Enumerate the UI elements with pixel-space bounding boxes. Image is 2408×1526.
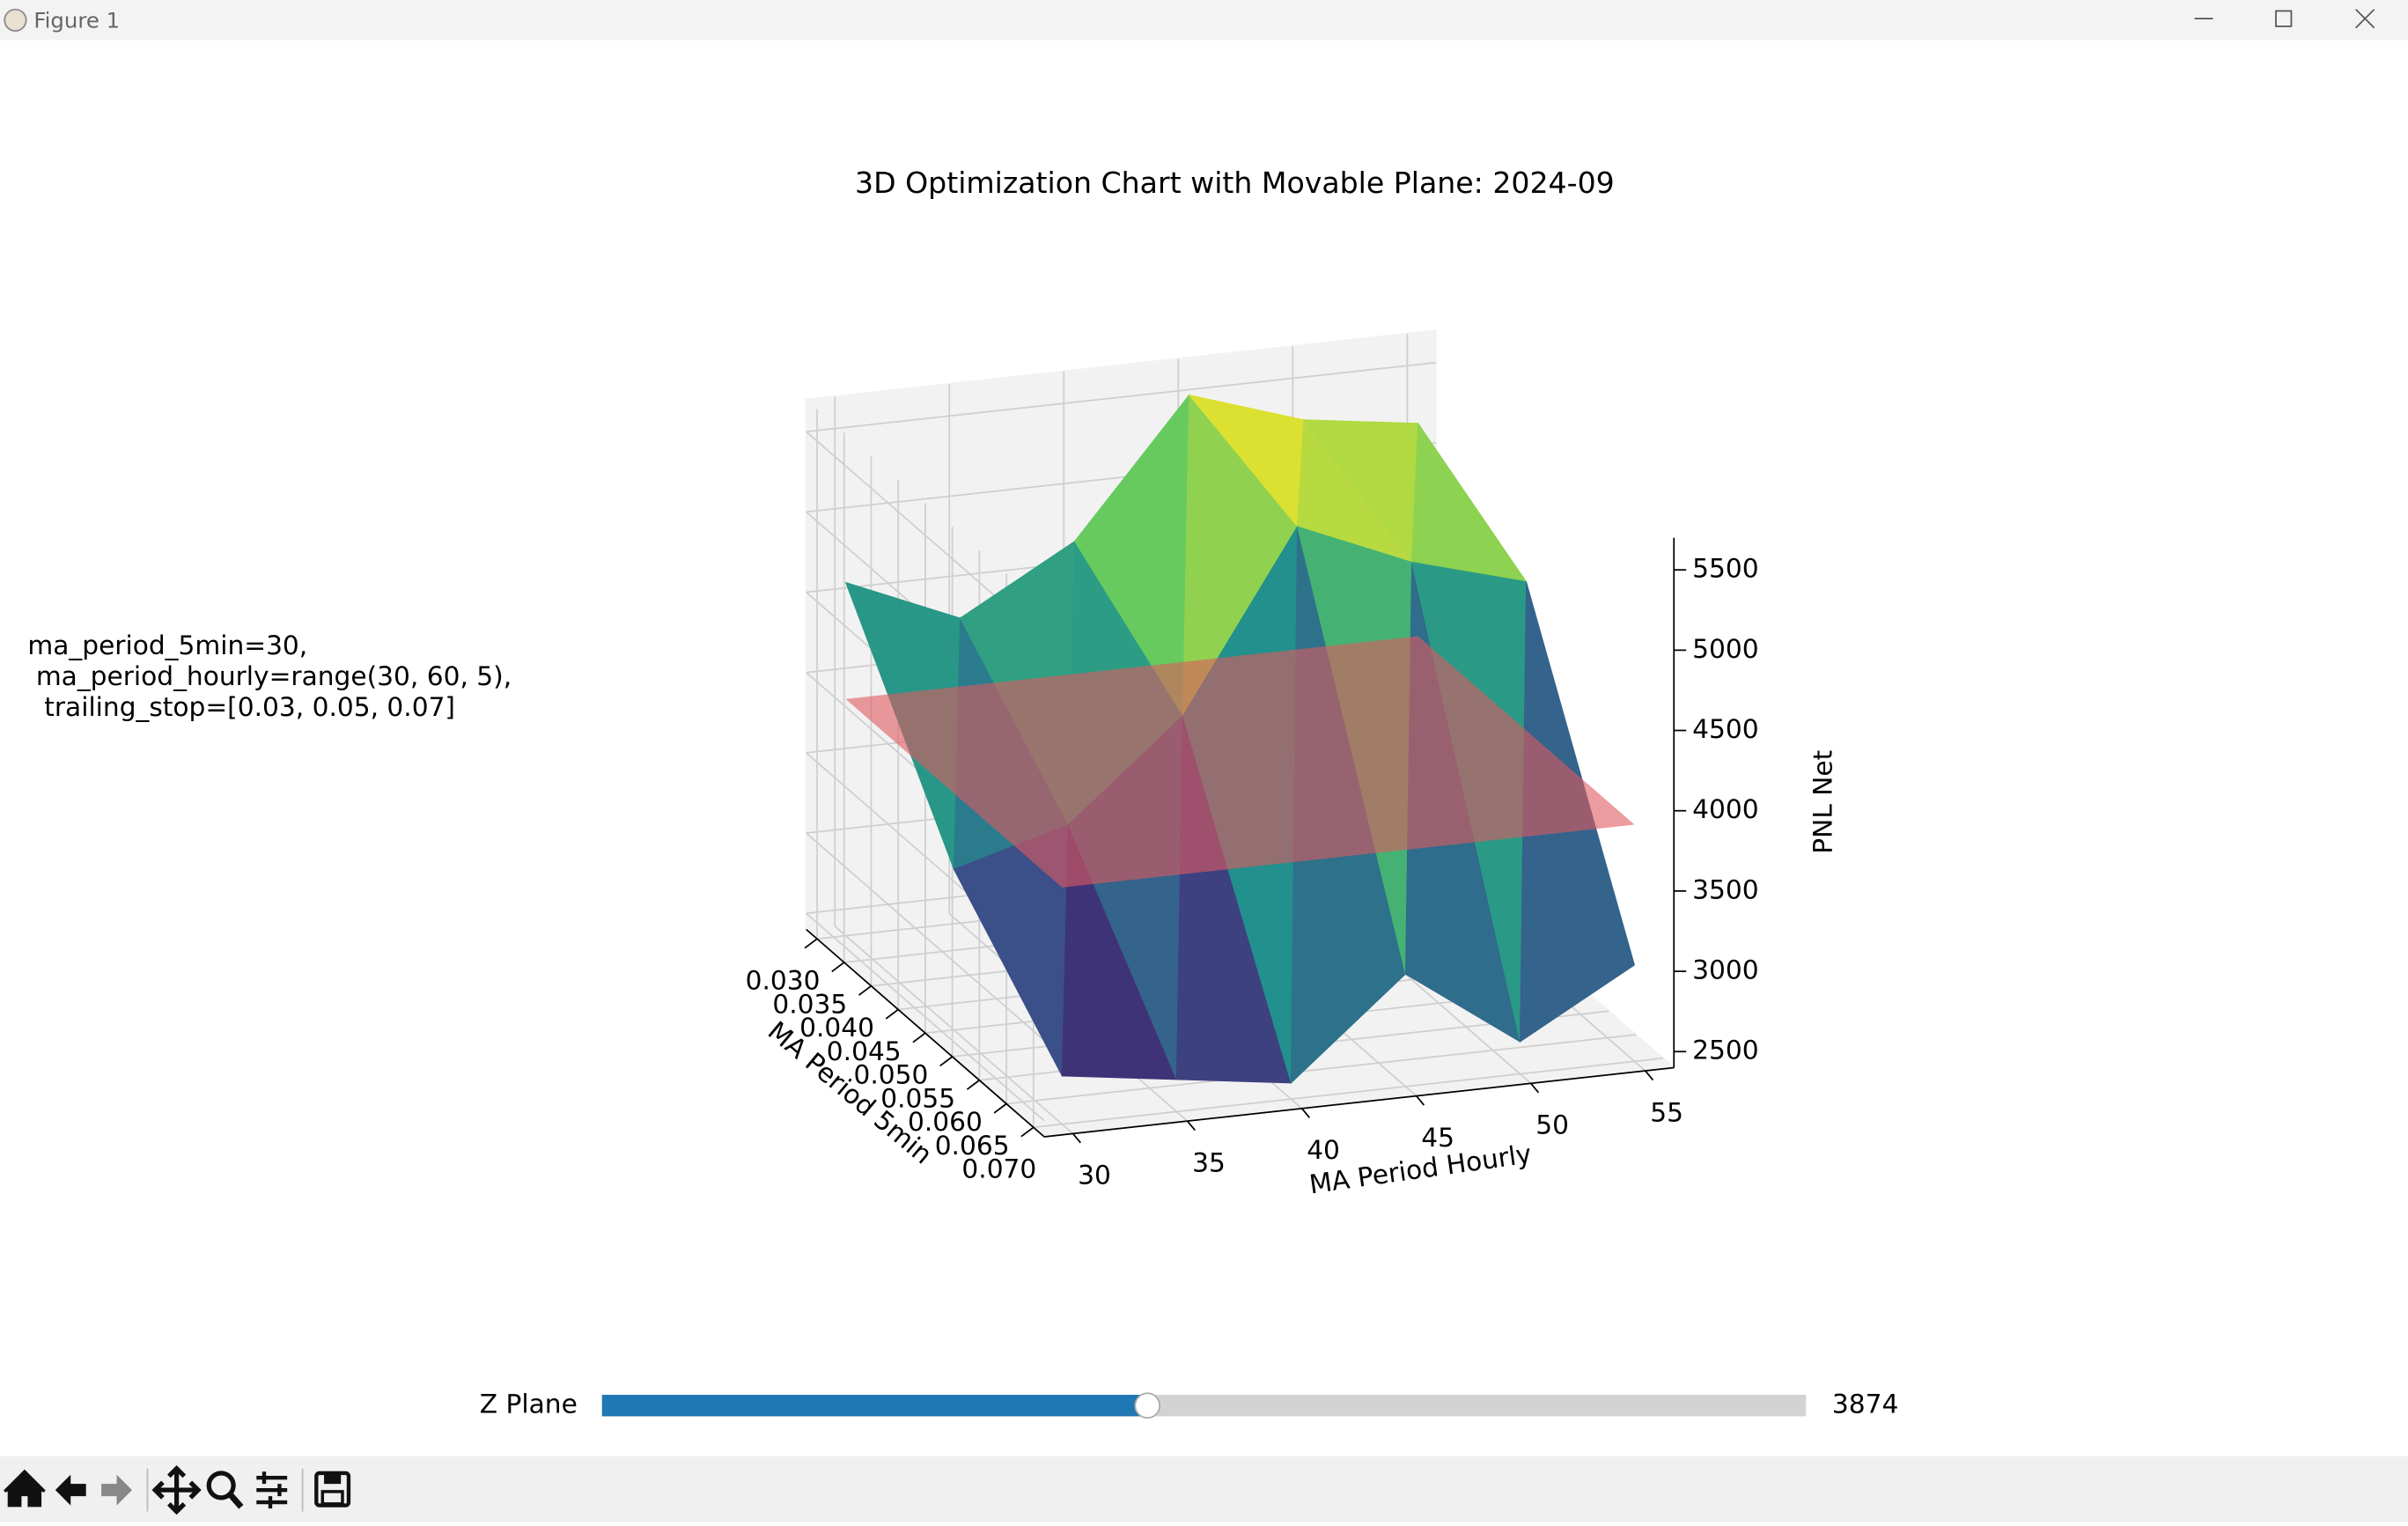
slider-fill: [601, 1395, 1148, 1417]
y-tick-label: 0.070: [961, 1154, 1036, 1184]
y-tick-label: 0.050: [854, 1059, 929, 1090]
x-axis-line: [1044, 1066, 1675, 1138]
home-button[interactable]: [3, 1469, 46, 1508]
y-tick-label: 0.040: [799, 1012, 874, 1043]
annotation-line: ma_period_5min=30,: [27, 630, 307, 660]
x-tick: [1416, 1095, 1425, 1106]
y-tick: [912, 1032, 926, 1043]
x-tick-label: 30: [1078, 1160, 1111, 1191]
y-tick-label: 0.045: [827, 1036, 902, 1066]
y-tick-label: 0.035: [772, 988, 847, 1019]
x-axis-label: MA Period Hourly: [1307, 1138, 1534, 1199]
plot-3d: 30 35 40 45 50 550.0300.0350.0400.0450.0500.0…: [746, 329, 1838, 1199]
slider-label: Z Plane: [480, 1389, 578, 1419]
x-tick: [1186, 1120, 1197, 1132]
x-tick: [1645, 1070, 1654, 1081]
configure-button[interactable]: [256, 1471, 288, 1509]
y-tick-label: 0.055: [880, 1082, 955, 1113]
x-tick: [1071, 1132, 1081, 1144]
z-axis-label: PNL Net: [1808, 750, 1838, 854]
x-tick-label: 40: [1307, 1134, 1340, 1165]
grid-line: [1005, 1034, 1637, 1105]
y-tick: [939, 1056, 954, 1067]
slider-value: 3874: [1832, 1389, 1898, 1419]
chart-title: 3D Optimization Chart with Movable Plane…: [855, 166, 1615, 200]
maximize-button[interactable]: [2275, 10, 2293, 27]
y-tick: [885, 1008, 899, 1020]
y-tick: [831, 962, 845, 973]
y-tick: [858, 985, 872, 996]
slider-handle[interactable]: [1134, 1392, 1161, 1419]
x-tick-label: 50: [1535, 1109, 1569, 1140]
grid-line: [806, 832, 1045, 1042]
toolbar: [0, 1456, 2408, 1522]
close-button[interactable]: [2355, 9, 2375, 29]
annotation-line: trailing_stop=[0.03, 0.05, 0.07]: [27, 691, 455, 722]
z-tick-label: 3000: [1692, 955, 1758, 985]
y-tick-label: 0.030: [746, 965, 821, 996]
x-tick: [1300, 1108, 1311, 1118]
x-tick-label: 45: [1421, 1122, 1454, 1153]
y-tick: [1020, 1126, 1035, 1138]
x-tick-label: 35: [1192, 1146, 1226, 1177]
y-tick-label: 0.060: [908, 1106, 983, 1137]
slider[interactable]: [601, 1392, 1807, 1419]
y-tick: [804, 938, 818, 949]
y-tick: [966, 1080, 980, 1090]
z-tick-label: 4500: [1692, 713, 1758, 744]
grid-line: [1033, 1057, 1664, 1129]
y-tick-label: 0.065: [935, 1130, 1010, 1161]
x-tick: [1530, 1082, 1540, 1094]
save-button[interactable]: [314, 1471, 351, 1508]
forward-button[interactable]: [101, 1474, 133, 1506]
z-tick-label: 5000: [1692, 633, 1758, 664]
app-icon: [4, 8, 27, 32]
zoom-button[interactable]: [206, 1471, 244, 1509]
title-bar: [0, 0, 2408, 41]
y-tick: [993, 1102, 1007, 1114]
z-tick-label: 4000: [1692, 793, 1758, 824]
z-tick-label: 3500: [1692, 874, 1758, 904]
grid-line: [806, 912, 1045, 1122]
z-tick-label: 2500: [1692, 1035, 1758, 1065]
annotation-line: ma_period_hourly=range(30, 60, 5),: [27, 660, 512, 691]
surface-facet: [1411, 422, 1528, 583]
z-tick-label: 5500: [1692, 553, 1758, 584]
z-plane: [845, 636, 1635, 888]
grid-line: [806, 361, 1436, 433]
pan-button[interactable]: [151, 1465, 202, 1515]
window-title: Figure 1: [33, 8, 120, 33]
x-tick-label: 55: [1650, 1096, 1683, 1127]
